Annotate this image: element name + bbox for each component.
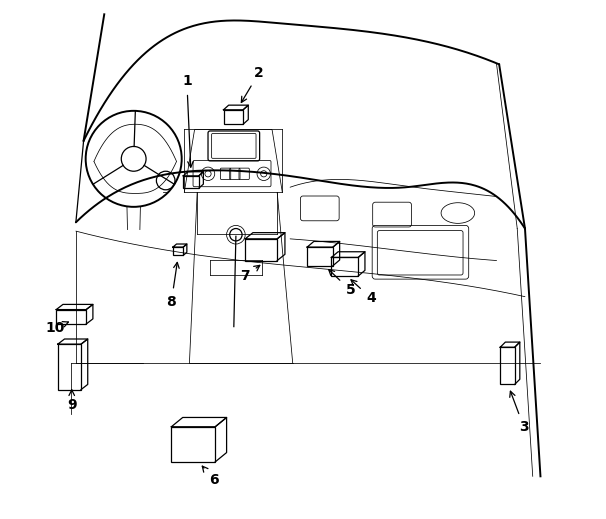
Text: 9: 9 <box>67 390 76 412</box>
Text: 8: 8 <box>167 263 179 309</box>
Bar <box>500 347 514 385</box>
Bar <box>173 247 183 255</box>
Text: 4: 4 <box>351 280 376 305</box>
Bar <box>224 110 243 124</box>
Bar <box>331 257 358 276</box>
Text: 10: 10 <box>45 321 68 335</box>
Text: 3: 3 <box>510 391 529 434</box>
Text: 6: 6 <box>202 466 219 487</box>
Bar <box>245 239 277 261</box>
Circle shape <box>227 225 245 244</box>
Text: 2: 2 <box>241 65 264 102</box>
Text: 7: 7 <box>241 265 260 283</box>
Bar <box>56 309 86 324</box>
Bar <box>171 427 215 462</box>
Bar <box>183 176 199 188</box>
Text: 1: 1 <box>182 74 193 167</box>
Bar <box>58 344 81 390</box>
Bar <box>307 247 333 266</box>
Text: 5: 5 <box>328 269 355 297</box>
